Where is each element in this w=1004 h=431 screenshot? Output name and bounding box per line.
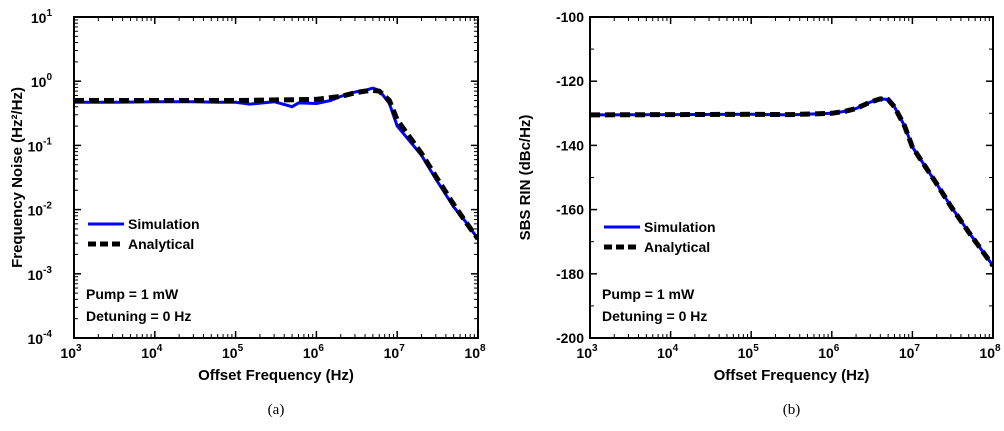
legend-label-analytical: Analytical xyxy=(128,236,194,252)
x-tick-label: 103 xyxy=(576,343,598,361)
annotation-text: Pump = 1 mW xyxy=(602,286,695,302)
y-tick-label: -140 xyxy=(556,137,584,153)
legend-label-analytical: Analytical xyxy=(644,239,710,255)
x-tick-label: 105 xyxy=(738,343,760,361)
x-tick-label: 104 xyxy=(141,343,163,361)
x-tick-label: 108 xyxy=(979,343,1001,361)
y-axis-label: Frequency Noise (Hz²/Hz) xyxy=(9,87,26,268)
x-tick-label: 105 xyxy=(222,343,244,361)
x-axis-label: Offset Frequency (Hz) xyxy=(714,367,870,384)
x-tick-label: 108 xyxy=(464,343,486,361)
x-tick-label: 106 xyxy=(303,343,325,361)
panel-caption: (b) xyxy=(783,402,801,418)
series-line-analytical xyxy=(590,96,993,268)
annotation-text: Pump = 1 mW xyxy=(86,286,179,302)
y-tick-label: -180 xyxy=(556,266,584,282)
x-tick-label: 107 xyxy=(899,343,921,361)
plot-frame xyxy=(73,16,479,339)
y-tick-label: 10-4 xyxy=(28,329,53,347)
y-tick-label: 100 xyxy=(31,72,53,90)
x-tick-label: 103 xyxy=(60,343,82,361)
x-axis-label: Offset Frequency (Hz) xyxy=(198,367,354,384)
y-tick-label: 101 xyxy=(31,8,53,26)
y-axis-label: SBS RIN (dBc/Hz) xyxy=(517,115,534,241)
panel-caption: (a) xyxy=(268,402,285,418)
y-tick-label: 10-1 xyxy=(28,136,53,154)
chart-panel-2: 103 104 105 106 107 108 -200 -180 -160 -140 -120 -1… xyxy=(517,9,1001,418)
y-tick-label: 10-2 xyxy=(28,201,53,219)
series-line-analytical xyxy=(74,87,478,241)
annotation-text: Detuning = 0 Hz xyxy=(86,308,191,324)
y-tick-label: -120 xyxy=(556,73,584,89)
chart-panel-1: 103 104 105 106 107 108 10-4 10-3 10-2 10-1 100 101… xyxy=(9,8,486,418)
y-tick-label: -160 xyxy=(556,202,584,218)
legend-label-simulation: Simulation xyxy=(644,219,716,235)
x-tick-label: 106 xyxy=(818,343,840,361)
annotation-text: Detuning = 0 Hz xyxy=(602,308,707,324)
y-tick-label: -100 xyxy=(556,9,584,25)
y-tick-label: -200 xyxy=(556,330,584,346)
x-tick-label: 107 xyxy=(384,343,406,361)
y-tick-label: 10-3 xyxy=(28,265,53,283)
legend-label-simulation: Simulation xyxy=(128,216,200,232)
x-tick-label: 104 xyxy=(657,343,679,361)
